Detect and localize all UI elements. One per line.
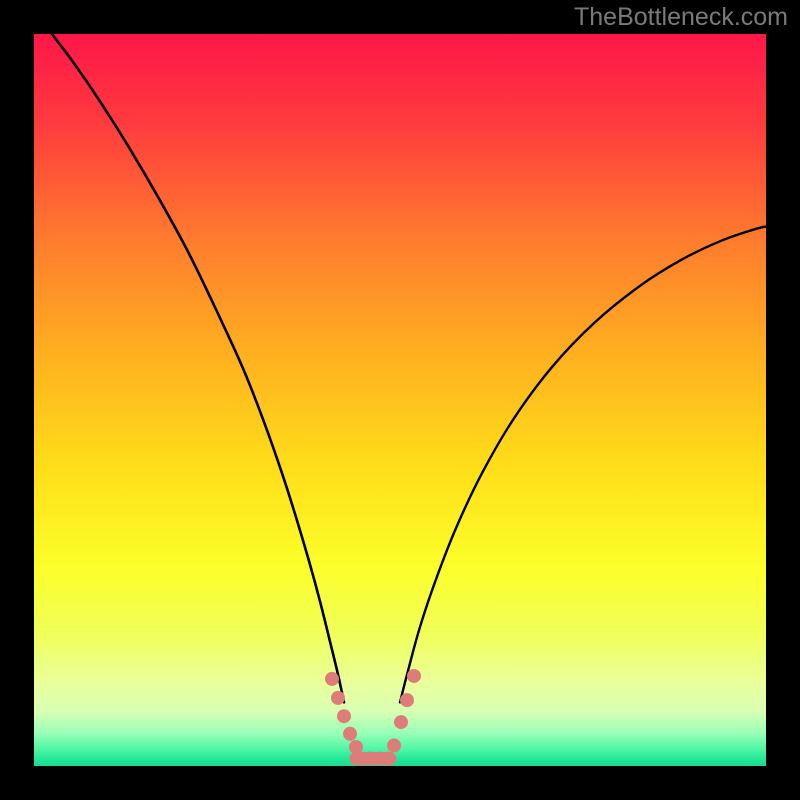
watermark-text: TheBottleneck.com [574, 3, 788, 32]
outer-frame [0, 0, 800, 800]
